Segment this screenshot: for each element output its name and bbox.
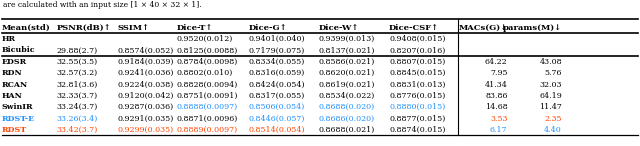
Text: EDSR: EDSR: [2, 58, 27, 66]
Text: 0.9399(0.013): 0.9399(0.013): [319, 35, 375, 43]
Text: 2.35: 2.35: [545, 115, 562, 123]
Text: 0.9408(0.015): 0.9408(0.015): [389, 35, 445, 43]
Text: 0.8619(0.021): 0.8619(0.021): [319, 81, 375, 88]
Text: 0.8889(0.0097): 0.8889(0.0097): [177, 126, 238, 134]
Text: MACs(G)↓: MACs(G)↓: [458, 24, 508, 32]
Text: 0.7179(0.075): 0.7179(0.075): [248, 46, 305, 54]
Text: 0.8686(0.020): 0.8686(0.020): [319, 115, 375, 123]
Text: 32.03: 32.03: [540, 81, 562, 88]
Text: 0.8688(0.021): 0.8688(0.021): [319, 126, 375, 134]
Text: 0.8802(0.010): 0.8802(0.010): [177, 69, 233, 77]
Text: SSIM↑: SSIM↑: [117, 24, 149, 32]
Text: 29.88(2.7): 29.88(2.7): [56, 46, 97, 54]
Text: 0.8620(0.021): 0.8620(0.021): [319, 69, 375, 77]
Text: 5.76: 5.76: [545, 69, 562, 77]
Text: 0.8207(0.016): 0.8207(0.016): [389, 46, 445, 54]
Text: HR: HR: [2, 35, 16, 43]
Text: 6.17: 6.17: [490, 126, 508, 134]
Text: 0.8784(0.0098): 0.8784(0.0098): [177, 58, 238, 66]
Text: Mean(std): Mean(std): [2, 24, 51, 32]
Text: are calculated with an input size [1 × 40 × 32 × 1].: are calculated with an input size [1 × 4…: [3, 1, 202, 9]
Text: 0.9287(0.036): 0.9287(0.036): [117, 103, 173, 111]
Text: 0.8807(0.015): 0.8807(0.015): [389, 58, 445, 66]
Text: 0.8688(0.020): 0.8688(0.020): [319, 103, 375, 111]
Text: 14.68: 14.68: [484, 103, 508, 111]
Text: 83.86: 83.86: [485, 92, 508, 100]
Text: Dice-G↑: Dice-G↑: [248, 24, 287, 32]
Text: 0.8424(0.054): 0.8424(0.054): [248, 81, 305, 88]
Text: SwinIR: SwinIR: [2, 103, 33, 111]
Text: 0.8877(0.015): 0.8877(0.015): [389, 115, 445, 123]
Text: 0.8871(0.0096): 0.8871(0.0096): [177, 115, 238, 123]
Text: 32.55(3.5): 32.55(3.5): [56, 58, 97, 66]
Text: 0.8751(0.0091): 0.8751(0.0091): [177, 92, 238, 100]
Text: 64.19: 64.19: [539, 92, 562, 100]
Text: 0.8586(0.021): 0.8586(0.021): [319, 58, 375, 66]
Text: 43.08: 43.08: [540, 58, 562, 66]
Text: 0.8317(0.055): 0.8317(0.055): [248, 92, 305, 100]
Text: 0.8845(0.015): 0.8845(0.015): [389, 69, 445, 77]
Text: 32.81(3.6): 32.81(3.6): [56, 81, 98, 88]
Text: 33.24(3.7): 33.24(3.7): [56, 103, 98, 111]
Text: 0.9299(0.035): 0.9299(0.035): [117, 126, 173, 134]
Text: 0.9291(0.035): 0.9291(0.035): [117, 115, 173, 123]
Text: HAN: HAN: [2, 92, 22, 100]
Text: 41.34: 41.34: [484, 81, 508, 88]
Text: 0.9120(0.042): 0.9120(0.042): [117, 92, 173, 100]
Text: 0.8888(0.0097): 0.8888(0.0097): [177, 103, 238, 111]
Text: 0.9401(0.040): 0.9401(0.040): [248, 35, 305, 43]
Text: 3.53: 3.53: [490, 115, 508, 123]
Text: PSNR(dB)↑: PSNR(dB)↑: [56, 24, 111, 32]
Text: params(M)↓: params(M)↓: [503, 24, 562, 32]
Text: 0.8514(0.054): 0.8514(0.054): [248, 126, 305, 134]
Text: 0.8880(0.015): 0.8880(0.015): [389, 103, 445, 111]
Text: 0.9184(0.039): 0.9184(0.039): [117, 58, 173, 66]
Text: 33.42(3.7): 33.42(3.7): [56, 126, 98, 134]
Text: 0.9241(0.036): 0.9241(0.036): [117, 69, 173, 77]
Text: 0.8776(0.015): 0.8776(0.015): [389, 92, 445, 100]
Text: 0.9224(0.038): 0.9224(0.038): [117, 81, 173, 88]
Text: 0.8574(0.052): 0.8574(0.052): [117, 46, 173, 54]
Text: Dice-CSF↑: Dice-CSF↑: [389, 24, 439, 32]
Text: 0.8316(0.059): 0.8316(0.059): [248, 69, 305, 77]
Text: Bicubic: Bicubic: [2, 46, 36, 54]
Text: 4.40: 4.40: [544, 126, 562, 134]
Text: 0.8446(0.057): 0.8446(0.057): [248, 115, 305, 123]
Text: 32.57(3.2): 32.57(3.2): [56, 69, 97, 77]
Text: Dice-W↑: Dice-W↑: [319, 24, 359, 32]
Text: 0.8534(0.022): 0.8534(0.022): [319, 92, 375, 100]
Text: 33.26(3.4): 33.26(3.4): [56, 115, 98, 123]
Text: 7.95: 7.95: [490, 69, 508, 77]
Text: 64.22: 64.22: [485, 58, 508, 66]
Text: 32.33(3.7): 32.33(3.7): [56, 92, 97, 100]
Text: 0.8506(0.054): 0.8506(0.054): [248, 103, 305, 111]
Text: RCAN: RCAN: [2, 81, 28, 88]
Text: 0.8874(0.015): 0.8874(0.015): [389, 126, 445, 134]
Text: 0.8137(0.021): 0.8137(0.021): [319, 46, 375, 54]
Text: 0.8125(0.0088): 0.8125(0.0088): [177, 46, 238, 54]
Text: RDST-E: RDST-E: [2, 115, 35, 123]
Text: RDN: RDN: [2, 69, 22, 77]
Text: 0.8334(0.055): 0.8334(0.055): [248, 58, 305, 66]
Text: RDST: RDST: [2, 126, 27, 134]
Text: 0.8828(0.0094): 0.8828(0.0094): [177, 81, 238, 88]
Text: 11.47: 11.47: [539, 103, 562, 111]
Text: 0.8831(0.013): 0.8831(0.013): [389, 81, 445, 88]
Text: Dice-T↑: Dice-T↑: [177, 24, 213, 32]
Text: 0.9520(0.012): 0.9520(0.012): [177, 35, 233, 43]
